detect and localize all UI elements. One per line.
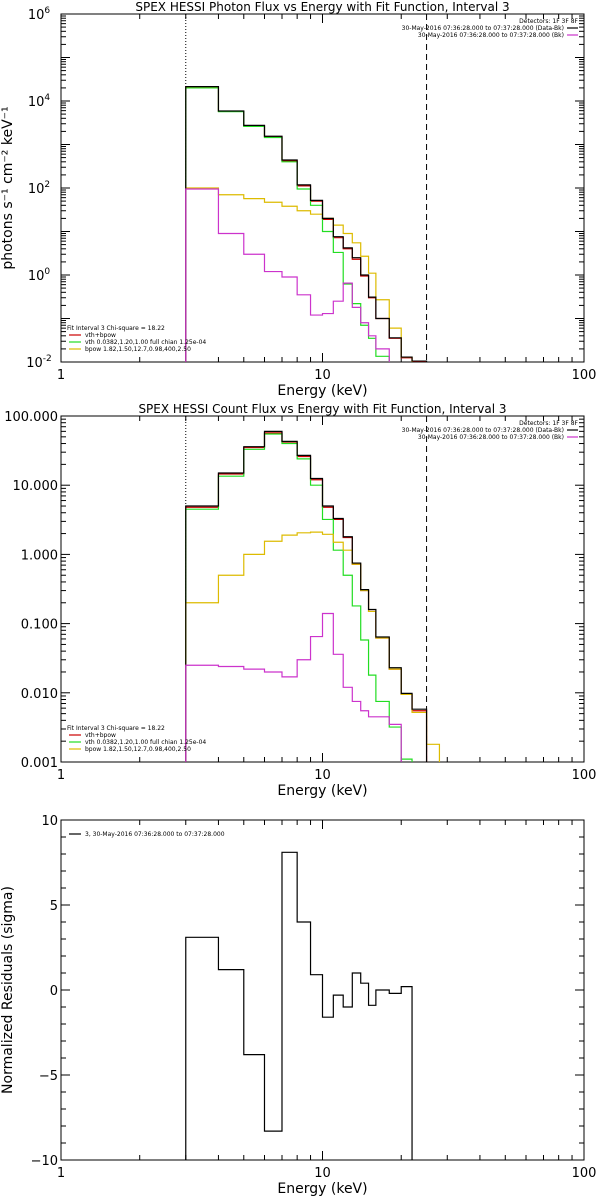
legend-fit-entry: vth 0.0382,1.20,1.00 full chian 1.25e-04 [85,339,206,346]
y-tick-label: 10 [41,814,58,829]
series-group [185,851,413,1160]
x-tick-label: 10 [314,368,331,383]
legend-top-entry: 30-May-2016 07:36:28.000 to 07:37:28.000… [418,32,564,39]
x-tick-label: 100 [572,1166,597,1181]
y-tick-label: 106 [28,6,51,23]
series-group [185,430,441,762]
series-data [185,430,428,762]
y-tick-base: 10 [28,269,45,284]
y-tick-label: 5 [50,899,58,914]
legend-top-entry: Detectors: 1F 3F 8F [519,18,578,25]
series-data [185,85,428,362]
x-tick-label: 1 [57,368,65,383]
series-vth [185,87,428,362]
series-bk [185,612,402,762]
chart-1: SPEX HESSI Photon Flux vs Energy with Fi… [0,0,596,399]
series-3-30-may-2016-07-36-28-000-to-07-37-28-000 [185,851,413,1160]
y-axis-ticks [61,15,584,363]
legend-fit-header: Fit Interval 3 Chi-square = 18.22 [67,725,165,732]
legend-top-entry: 30-May-2016 07:36:28.000 to 07:37:28.000… [418,434,564,441]
x-axis-label: Energy (keV) [277,383,367,399]
series-group [185,85,441,362]
series-vth [185,433,413,762]
legend-fit-entry: 3, 30-May-2016 07:36:28.000 to 07:37:28.… [85,831,225,838]
legend-top-entry: 30-May-2016 07:36:28.000 to 07:37:28.000… [402,25,564,32]
legend-fit-entry: vth 0.0382,1.20,1.00 full chian 1.25e-04 [85,739,206,746]
y-tick-label: −5 [39,1069,58,1084]
x-tick-label: 100 [572,768,597,783]
y-tick-base: 10 [28,95,45,110]
x-axis-label: Energy (keV) [277,1181,367,1197]
x-axis-ticks [60,14,573,362]
y-tick-exp: -2 [43,354,52,364]
y-tick-label: 102 [28,180,50,197]
x-tick-label: 100 [572,368,597,383]
y-tick-base: 10 [26,356,43,371]
x-tick-label: 1 [57,768,65,783]
y-tick-label: 104 [28,93,51,110]
y-tick-label: 100 [28,267,51,284]
y-axis-label: Normalized Residuals (sigma) [0,886,16,1094]
y-tick-exp: 6 [44,6,50,16]
y-tick-exp: 0 [44,267,50,277]
y-tick-exp: 4 [44,93,50,103]
x-axis-label: Energy (keV) [277,783,367,799]
x-axis-ticks [60,416,573,762]
series-vth-bpow [185,86,427,362]
y-tick-label: 10-2 [26,354,52,371]
y-tick-label: 0.010 [21,687,58,702]
chart-2: SPEX HESSI Count Flux vs Energy with Fit… [4,402,596,799]
x-axis-ticks [60,820,573,1160]
series-bk [185,188,402,362]
legend-fit-entry: bpow 1.82,1.50,12.7,0.98,400,2.50 [85,346,191,353]
y-tick-label: 1.000 [21,548,58,563]
y-tick-label: 0.100 [21,618,58,633]
series-vth-bpow [185,432,428,762]
legend-fit-header: Fit Interval 3 Chi-square = 18.22 [67,325,165,332]
x-tick-label: 1 [57,1166,65,1181]
legend-fit-entry: vth+bpow [85,732,116,739]
legend-top-entry: 30-May-2016 07:36:28.000 to 07:37:28.000… [402,427,564,434]
y-tick-base: 10 [28,8,45,23]
x-tick-label: 10 [314,1166,331,1181]
chart-title: SPEX HESSI Photon Flux vs Energy with Fi… [135,0,509,14]
y-tick-exp: 2 [44,180,50,190]
legend-fit-entry: bpow 1.82,1.50,12.7,0.98,400,2.50 [85,746,191,753]
plot-frame [60,415,585,763]
y-tick-label: 10.000 [13,479,59,494]
plot-frame [60,13,585,363]
y-tick-label: 0 [50,984,58,999]
legend-top-entry: Detectors: 1F 3F 8F [519,420,578,427]
y-tick-label: 100.000 [4,410,58,425]
legend-fit-entry: vth+bpow [85,332,116,339]
y-axis-ticks [61,418,584,763]
y-tick-label: −10 [31,1154,58,1169]
y-tick-label: 0.001 [21,756,58,771]
y-axis-ticks [61,819,584,1161]
x-tick-label: 10 [314,768,331,783]
y-tick-base: 10 [28,182,45,197]
y-axis-label: photons s⁻¹ cm⁻² keV⁻¹ [0,106,16,269]
chart-title: SPEX HESSI Count Flux vs Energy with Fit… [138,402,506,416]
